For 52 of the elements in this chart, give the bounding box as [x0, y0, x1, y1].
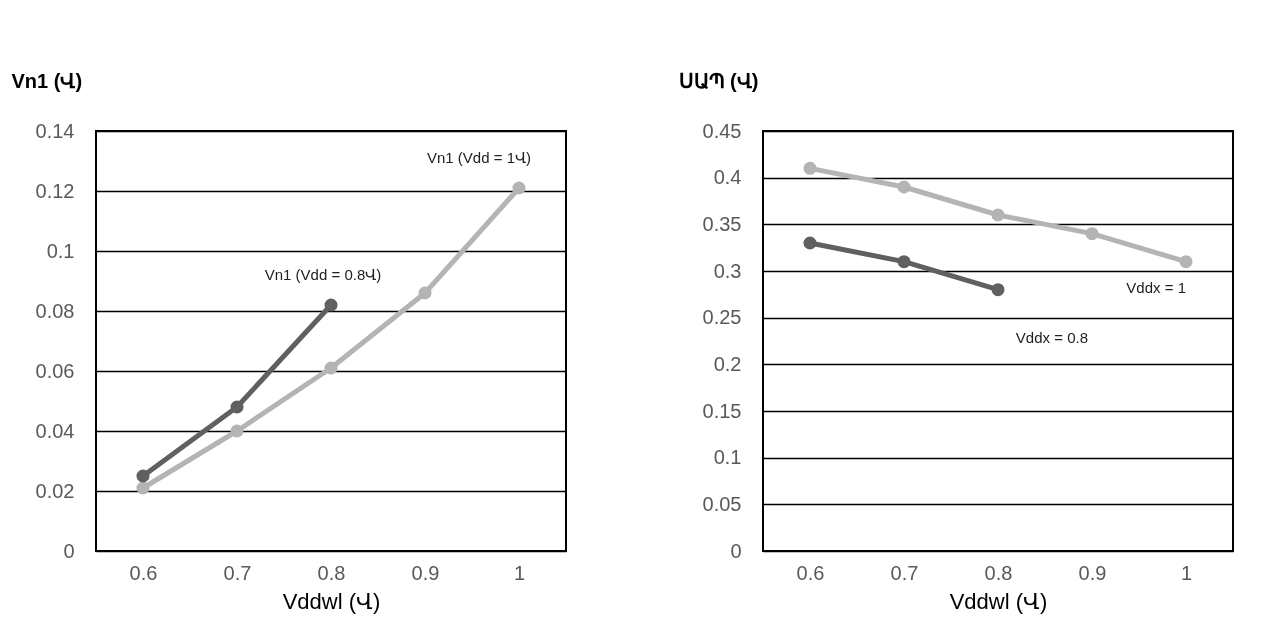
y-tick-label: 0.25: [702, 306, 742, 329]
y-tick-label: 0.45: [702, 119, 742, 142]
y-tick-label: 0.35: [702, 212, 742, 235]
y-tick-label: 0: [730, 539, 742, 562]
x-tick-label: 0.8: [984, 561, 1013, 584]
point: [803, 161, 817, 175]
point: [230, 400, 244, 414]
point: [136, 469, 150, 483]
y-axis-title: ՍԱՊ (Վ): [678, 69, 759, 92]
x-tick-label: 0.6: [796, 561, 825, 584]
x-tick-label: 1: [513, 561, 526, 584]
point: [230, 424, 244, 438]
y-tick-label: 0.14: [35, 119, 75, 142]
y-tick-label: 0.12: [35, 179, 75, 202]
series-label: Vddx = 1: [1126, 278, 1186, 296]
point: [324, 298, 338, 312]
point: [897, 180, 911, 194]
x-tick-label: 0.9: [1078, 561, 1107, 584]
y-tick-label: 0.1: [46, 239, 75, 262]
y-tick-label: 0.08: [35, 299, 75, 322]
series-label: Vn1 (Vdd = 1Վ): [427, 149, 531, 166]
x-tick-label: 1: [1180, 561, 1193, 584]
y-tick-label: 0.2: [713, 352, 742, 375]
y-tick-label: 0.06: [35, 359, 75, 382]
text: Vddx = 0.8: [1015, 328, 1088, 346]
x-tick-label: 0.7: [223, 561, 252, 584]
x-tick-label: 0.6: [129, 561, 158, 584]
point: [512, 181, 526, 195]
y-tick-label: 0.4: [713, 166, 742, 189]
point: [324, 361, 338, 375]
y-tick-label: 0.02: [35, 479, 75, 502]
x-tick-label: 0.9: [411, 561, 440, 584]
x-tick-label: 0.7: [890, 561, 919, 584]
y-tick-label: 0.3: [713, 259, 742, 282]
point: [991, 208, 1005, 222]
point: [1179, 255, 1193, 269]
point: [803, 236, 817, 250]
point: [136, 481, 150, 495]
point: [897, 255, 911, 269]
series-label: Vn1 (Vdd = 0.8Վ): [264, 266, 382, 283]
point: [418, 286, 432, 300]
y-axis-title: Vn1 (Վ): [11, 69, 83, 92]
point: [1085, 227, 1099, 241]
y-tick-label: 0.05: [702, 492, 742, 515]
y-tick-label: 0.1: [713, 446, 742, 469]
x-axis-title: Vddwl (Վ): [949, 588, 1048, 614]
y-tick-label: 0: [63, 539, 75, 562]
y-tick-label: 0.15: [702, 399, 742, 422]
x-axis-title: Vddwl (Վ): [282, 588, 381, 614]
y-tick-label: 0.04: [35, 419, 75, 442]
point: [991, 283, 1005, 297]
x-tick-label: 0.8: [317, 561, 346, 584]
